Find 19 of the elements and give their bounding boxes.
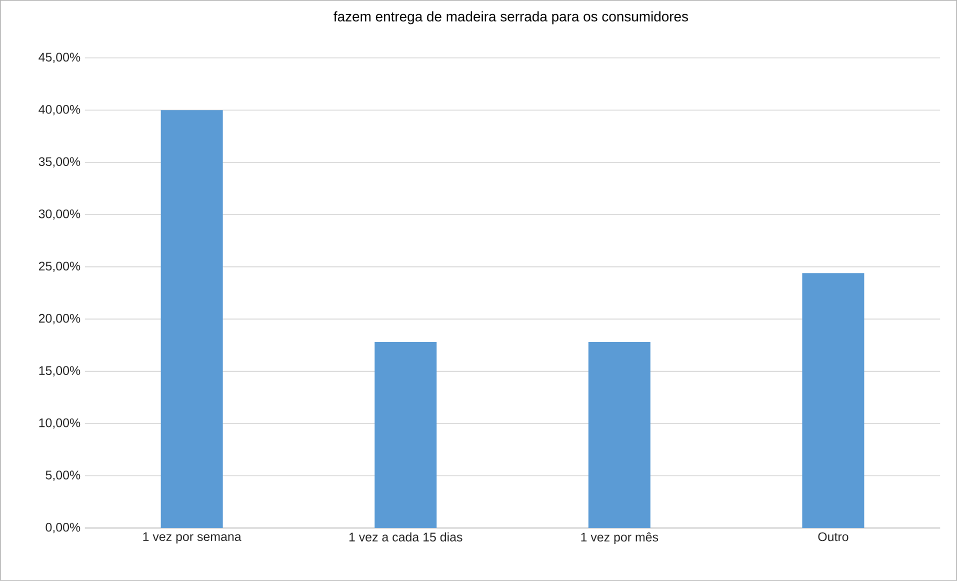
y-tick-label: 20,00% [38, 314, 80, 324]
bar [588, 342, 650, 528]
bar [160, 110, 223, 528]
x-tick-label: 1 vez a cada 15 dias [349, 532, 462, 542]
y-tick-label: 0,00% [46, 522, 80, 534]
x-tick-label: 1 vez por mês [581, 532, 658, 544]
y-tick-label: 30,00% [38, 210, 80, 220]
chart-title: fazem entrega de madeira serrada para os consumidores [334, 11, 688, 24]
y-tick-label: 15,00% [39, 366, 80, 376]
y-tick-label: 5,00% [46, 470, 80, 481]
bar [802, 273, 864, 528]
x-tick-label: Outro [818, 532, 848, 542]
x-tick-label: 1 vez por semana [143, 532, 242, 544]
y-tick-label: 40,00% [38, 105, 80, 116]
y-tick-label: 35,00% [38, 157, 80, 168]
y-tick-label: 10,00% [39, 418, 80, 429]
bar [374, 342, 437, 528]
y-tick-label: 45,00% [38, 52, 80, 64]
y-tick-label: 25,00% [38, 262, 80, 272]
